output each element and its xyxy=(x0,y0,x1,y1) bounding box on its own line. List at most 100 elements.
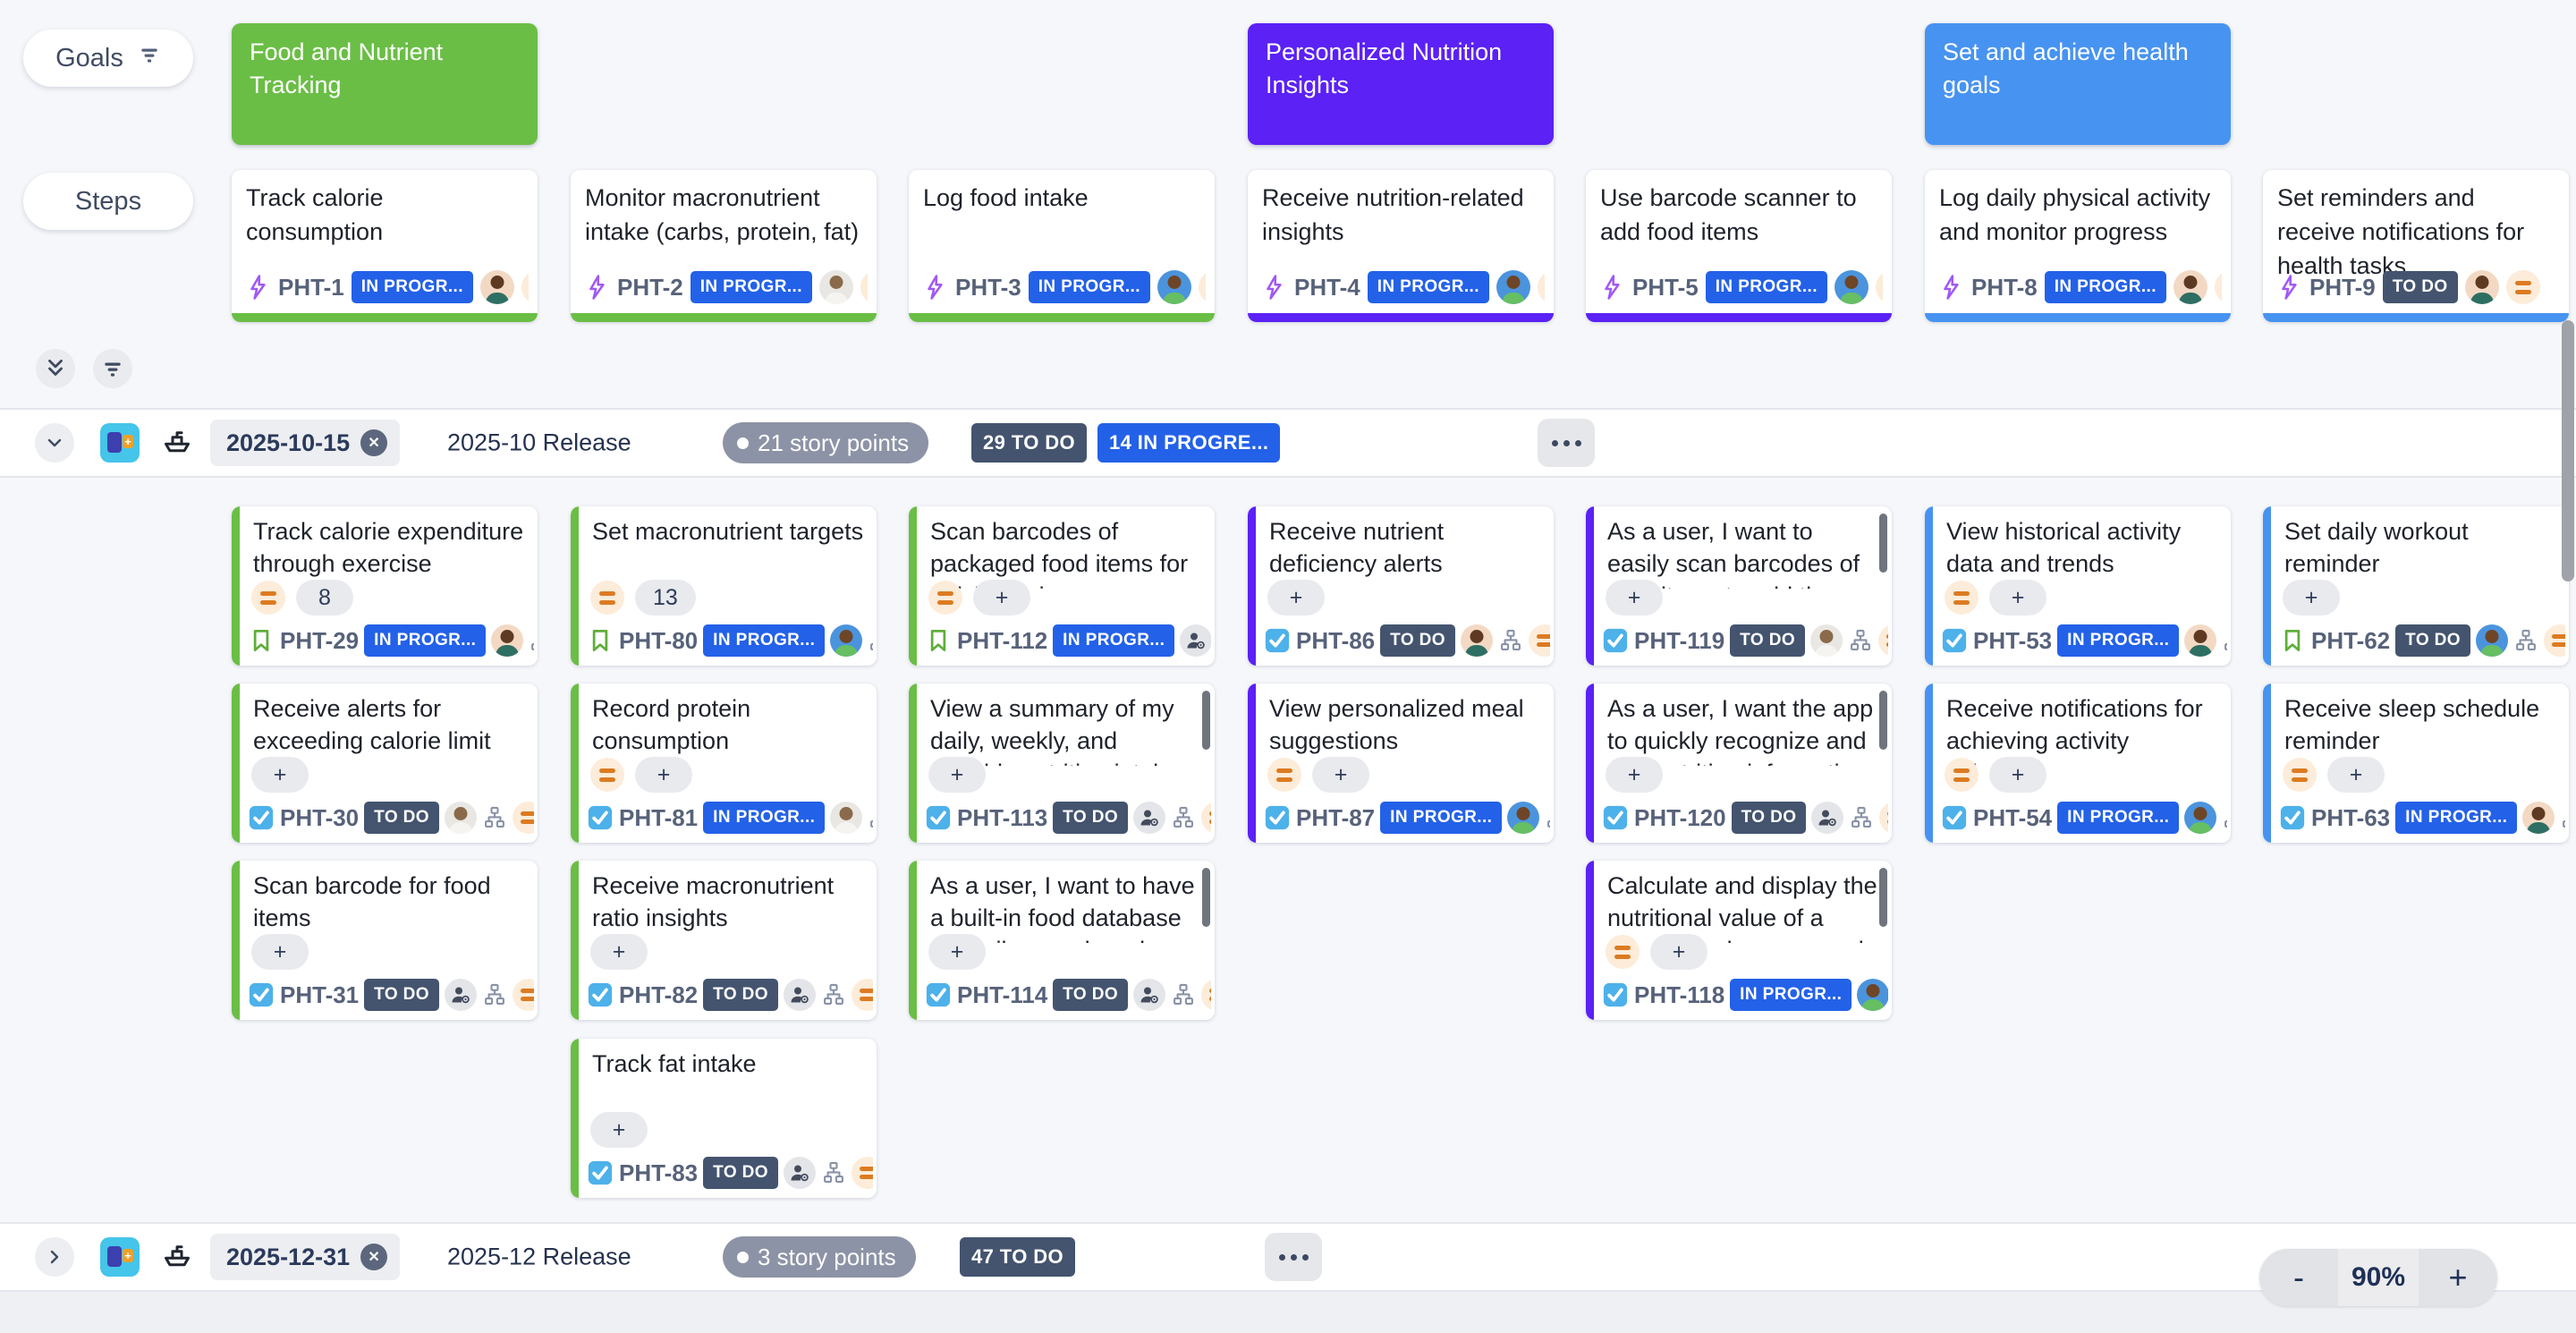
goal-card[interactable]: Food and Nutrient Tracking xyxy=(232,23,538,145)
estimate-pill[interactable]: + xyxy=(1989,580,2046,616)
priority-medium-icon[interactable] xyxy=(1201,802,1211,834)
swimlane-filter-button[interactable] xyxy=(93,349,132,388)
step-card[interactable]: Receive nutrition-related insights PHT-4 I… xyxy=(1248,170,1554,322)
assignee-avatar[interactable] xyxy=(2475,624,2508,657)
issue-card[interactable]: Calculate and display the nutritional va… xyxy=(1586,861,1892,1020)
priority-medium-icon[interactable] xyxy=(590,758,624,792)
priority-medium-icon[interactable] xyxy=(521,270,529,304)
estimate-pill[interactable]: + xyxy=(2327,757,2385,793)
status-badge[interactable]: IN PROGR... xyxy=(2395,802,2518,834)
status-badge[interactable]: IN PROGR... xyxy=(1053,624,1175,657)
zoom-in-button[interactable]: + xyxy=(2419,1249,2497,1306)
hierarchy-icon[interactable] xyxy=(2222,805,2227,830)
clear-date-icon[interactable]: ✕ xyxy=(360,429,388,456)
goal-card[interactable]: Personalized Nutrition Insights xyxy=(1248,23,1554,145)
issue-card[interactable]: Receive notifications for achieving acti… xyxy=(1925,683,2231,843)
step-card[interactable]: Log food intake PHT-3 IN PROGR... xyxy=(909,170,1215,322)
issue-card[interactable]: View personalized meal suggestions + PHT-8… xyxy=(1248,683,1554,843)
hierarchy-icon[interactable] xyxy=(821,1160,846,1185)
issue-card[interactable]: Track fat intake + PHT-83 TO DO xyxy=(571,1039,877,1198)
estimate-pill[interactable]: + xyxy=(1650,934,1707,970)
goal-card[interactable]: Set and achieve health goals xyxy=(1925,23,2231,145)
priority-medium-icon[interactable] xyxy=(2543,624,2565,657)
assignee-avatar[interactable] xyxy=(2522,802,2555,834)
estimate-pill[interactable]: + xyxy=(1312,757,1369,793)
assignee-avatar[interactable] xyxy=(444,802,477,834)
hierarchy-icon[interactable] xyxy=(1498,628,1523,653)
hierarchy-icon[interactable] xyxy=(1545,805,1550,830)
assignee-avatar[interactable] xyxy=(1460,624,1493,657)
clear-date-icon[interactable]: ✕ xyxy=(360,1244,388,1270)
assignee-avatar[interactable] xyxy=(1157,270,1191,304)
priority-medium-icon[interactable] xyxy=(1201,979,1211,1011)
priority-medium-icon[interactable] xyxy=(1945,758,1979,792)
collapse-all-button[interactable] xyxy=(36,349,75,388)
assignee-avatar[interactable] xyxy=(491,624,524,657)
status-badge[interactable]: IN PROGR... xyxy=(703,802,826,834)
status-badge[interactable]: IN PROGR... xyxy=(2044,271,2166,303)
assignee-unassigned[interactable] xyxy=(1180,624,1211,657)
status-badge[interactable]: TO DO xyxy=(364,802,439,834)
estimate-pill[interactable]: + xyxy=(2283,580,2340,616)
estimate-pill[interactable]: + xyxy=(590,934,648,970)
hierarchy-icon[interactable] xyxy=(2560,805,2565,830)
priority-medium-icon[interactable] xyxy=(860,270,868,304)
release-date-chip[interactable]: 2025-10-15 ✕ xyxy=(210,420,401,466)
priority-medium-icon[interactable] xyxy=(251,581,285,615)
steps-row-label[interactable]: Steps xyxy=(23,173,193,230)
estimate-pill[interactable]: + xyxy=(635,757,692,793)
status-badge[interactable]: IN PROGR... xyxy=(2057,802,2180,834)
priority-medium-icon[interactable] xyxy=(2283,758,2317,792)
status-badge[interactable]: TO DO xyxy=(2382,271,2458,303)
card-scrollbar[interactable] xyxy=(1202,868,1210,927)
priority-medium-icon[interactable] xyxy=(851,1157,873,1189)
status-badge[interactable]: TO DO xyxy=(1053,979,1128,1011)
step-card[interactable]: Monitor macronutrient intake (carbs, pro… xyxy=(571,170,877,322)
estimate-pill[interactable]: 8 xyxy=(296,580,353,616)
issue-card[interactable]: Receive nutrient deficiency alerts + PHT-8… xyxy=(1248,506,1554,666)
issue-card[interactable]: Set macronutrient targets 13 PHT-80 IN PROG… xyxy=(571,506,877,666)
estimate-pill[interactable]: + xyxy=(1606,580,1663,616)
priority-medium-icon[interactable] xyxy=(512,979,534,1011)
status-badge[interactable]: TO DO xyxy=(1053,802,1128,834)
assignee-unassigned[interactable] xyxy=(1133,979,1165,1011)
hierarchy-icon[interactable] xyxy=(868,805,873,830)
priority-medium-icon[interactable] xyxy=(1945,581,1979,615)
estimate-pill[interactable]: + xyxy=(1267,580,1325,616)
priority-medium-icon[interactable] xyxy=(928,581,962,615)
issue-card[interactable]: As a user, I want to have a built-in foo… xyxy=(909,861,1215,1020)
card-scrollbar[interactable] xyxy=(1202,691,1210,750)
estimate-pill[interactable]: + xyxy=(590,1112,648,1148)
status-badge[interactable]: TO DO xyxy=(1731,802,1807,834)
issue-card[interactable]: As a user, I want to easily scan barcode… xyxy=(1586,506,1892,666)
issue-card[interactable]: Scan barcode for food items + PHT-31 TO DO xyxy=(232,861,538,1020)
status-badge[interactable]: IN PROGR... xyxy=(690,271,812,303)
status-badge[interactable]: IN PROGR... xyxy=(1380,802,1503,834)
card-scrollbar[interactable] xyxy=(1879,868,1887,927)
assignee-unassigned[interactable] xyxy=(783,979,816,1011)
status-badge[interactable]: IN PROGR... xyxy=(1730,979,1852,1011)
hierarchy-icon[interactable] xyxy=(1171,982,1196,1007)
issue-card[interactable]: Receive macronutrient ratio insights + PHT… xyxy=(571,861,877,1020)
priority-medium-icon[interactable] xyxy=(2505,270,2540,304)
issue-card[interactable]: Set daily workout reminder + PHT-62 TO DO xyxy=(2263,506,2569,666)
estimate-pill[interactable]: + xyxy=(1606,757,1663,793)
priority-medium-icon[interactable] xyxy=(1537,270,1545,304)
hierarchy-icon[interactable] xyxy=(821,982,846,1007)
priority-medium-icon[interactable] xyxy=(590,581,624,615)
assignee-avatar[interactable] xyxy=(1496,270,1530,304)
estimate-pill[interactable]: + xyxy=(928,757,986,793)
status-badge[interactable]: IN PROGR... xyxy=(2057,624,2180,657)
assignee-unassigned[interactable] xyxy=(444,979,477,1011)
status-badge[interactable]: TO DO xyxy=(703,979,778,1011)
estimate-pill[interactable]: + xyxy=(251,934,309,970)
priority-medium-icon[interactable] xyxy=(1198,270,1206,304)
assignee-unassigned[interactable] xyxy=(783,1157,816,1189)
vertical-scrollbar[interactable] xyxy=(2562,320,2574,582)
zoom-out-button[interactable]: - xyxy=(2259,1249,2338,1306)
issue-card[interactable]: Receive alerts for exceeding calorie lim… xyxy=(232,683,538,843)
step-card[interactable]: Set reminders and receive notifications … xyxy=(2263,170,2569,322)
priority-medium-icon[interactable] xyxy=(1606,935,1640,969)
estimate-pill[interactable]: + xyxy=(1989,757,2046,793)
assignee-avatar[interactable] xyxy=(830,802,863,834)
